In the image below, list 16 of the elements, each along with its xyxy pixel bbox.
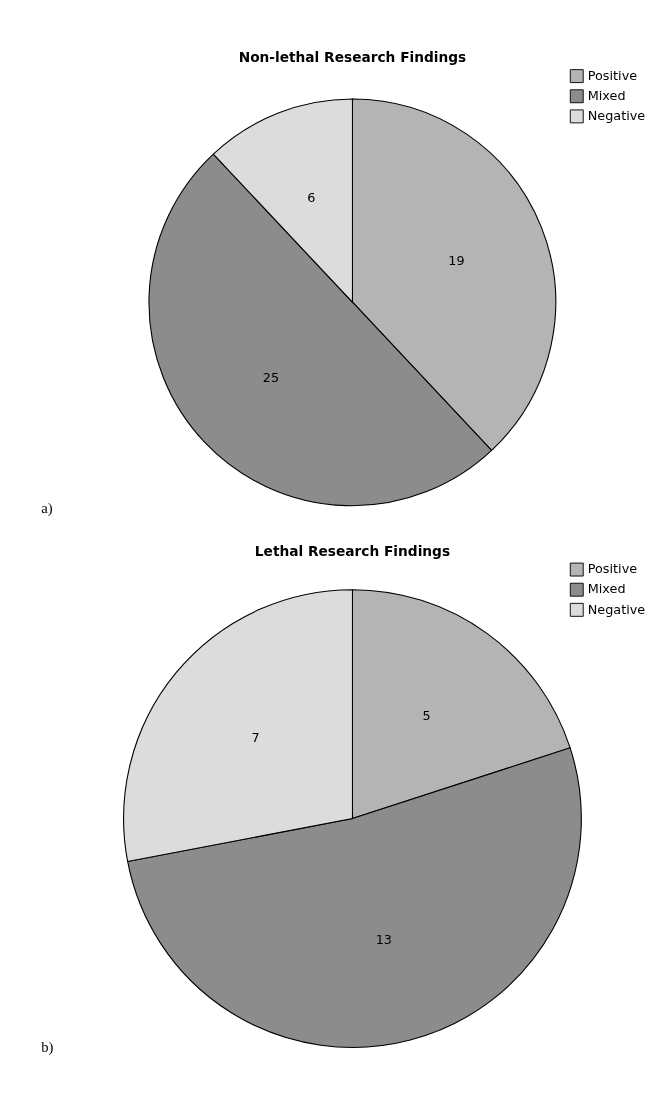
data-label: 5	[422, 708, 431, 724]
chart-title: Non-lethal Research Findings	[238, 49, 467, 66]
text: a)	[41, 499, 53, 517]
legend-label: Mixed	[587, 581, 626, 597]
text: b)	[41, 1039, 54, 1057]
legend-label: Negative	[587, 108, 646, 124]
chart-title: Lethal Research Findings	[254, 542, 451, 559]
legend-label: Positive	[587, 67, 638, 83]
legend-label: Positive	[587, 561, 638, 577]
data-label: 19	[448, 252, 465, 268]
data-label: 13	[375, 932, 392, 948]
data-label: 25	[262, 370, 280, 386]
data-label: 7	[251, 730, 260, 745]
legend-label: Mixed	[587, 87, 626, 103]
data-label: 6	[307, 189, 316, 205]
legend-label: Negative	[587, 601, 646, 617]
